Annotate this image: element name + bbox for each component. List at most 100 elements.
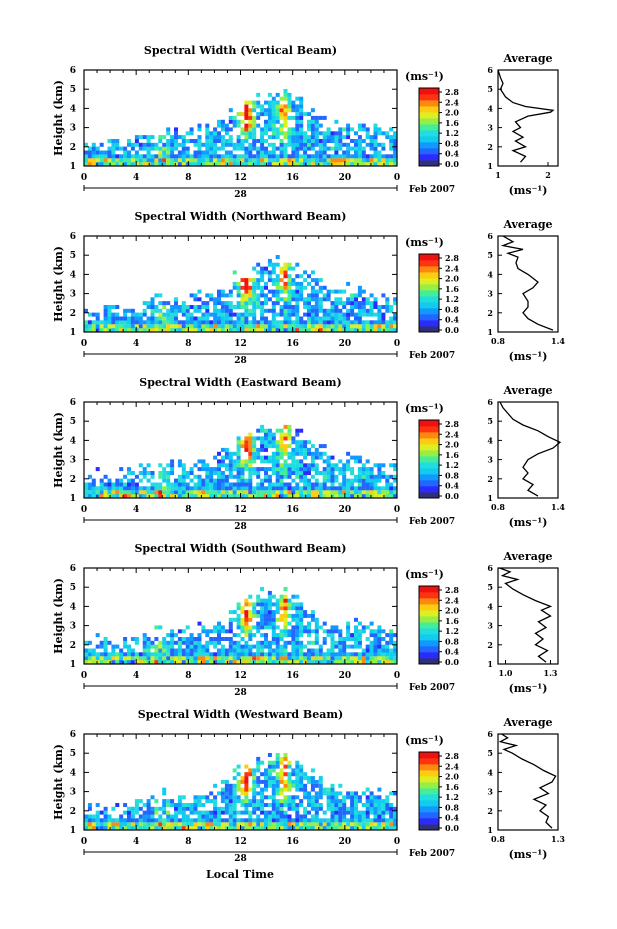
heatmap-cell: [166, 312, 171, 317]
heatmap-cell: [146, 478, 151, 483]
heatmap-cell: [346, 135, 351, 140]
heatmap-cell: [330, 799, 335, 804]
heatmap-cell: [338, 471, 343, 475]
heatmap-cell: [91, 312, 96, 317]
heatmap-cell: [244, 305, 249, 309]
heatmap-cell: [256, 112, 261, 117]
heatmap-cell: [267, 783, 272, 788]
heatmap-cell: [256, 301, 261, 306]
colorbar-swatch: [419, 640, 439, 647]
heatmap-cell: [177, 818, 182, 823]
heatmap-cell: [279, 467, 284, 472]
heatmap-cell: [260, 142, 265, 147]
heatmap-cell: [220, 328, 225, 332]
colorbar-swatch: [419, 492, 439, 499]
heatmap-cell: [338, 652, 343, 657]
heatmap-cell: [307, 328, 311, 332]
heatmap-cell: [393, 818, 398, 823]
heatmap-cell: [334, 652, 339, 657]
heatmap-cell: [314, 621, 319, 626]
heatmap-cell: [134, 826, 139, 830]
heatmap-cell: [240, 467, 245, 472]
heatmap-cell: [314, 494, 319, 498]
heatmap-cell: [220, 301, 225, 306]
colorbar-tick-label: 2.4: [445, 429, 459, 439]
heatmap-cell: [318, 115, 323, 120]
y-tick-label: 3: [70, 290, 76, 300]
colorbar-swatch: [419, 320, 439, 327]
heatmap-cell: [357, 486, 362, 491]
heatmap-cell: [95, 652, 100, 657]
heatmap-cell: [330, 783, 335, 788]
heatmap-cell: [373, 822, 378, 827]
heatmap-cell: [107, 150, 112, 155]
heatmap-cell: [236, 293, 241, 298]
heatmap-cell: [193, 308, 198, 313]
heatmap-cell: [354, 791, 358, 796]
heatmap-cell: [354, 131, 358, 136]
heatmap-cell: [330, 660, 335, 664]
heatmap-cell: [232, 806, 237, 811]
heatmap-cell: [283, 324, 288, 329]
heatmap-cell: [271, 301, 276, 306]
heatmap-cell: [209, 154, 214, 159]
heatmap-cell: [299, 617, 304, 622]
y-tick-label: 1: [70, 162, 76, 172]
heatmap-cell: [393, 324, 398, 329]
heatmap-cell: [224, 293, 229, 298]
heatmap-cell: [303, 776, 308, 781]
heatmap-cell: [166, 316, 171, 321]
heatmap-cell: [307, 135, 311, 140]
heatmap-cell: [310, 474, 315, 479]
heatmap-cell: [205, 154, 210, 159]
heatmap-cell: [142, 656, 147, 661]
heatmap-cell: [287, 104, 292, 109]
heatmap-cell: [291, 297, 296, 302]
heatmap-cell: [170, 640, 175, 645]
heatmap-cell: [166, 490, 171, 495]
heatmap-cell: [369, 640, 374, 645]
heatmap-cell: [307, 791, 311, 796]
heatmap-cell: [244, 660, 249, 664]
heatmap-cell: [283, 621, 288, 626]
heatmap-cell: [346, 154, 351, 159]
heatmap-cell: [275, 104, 280, 109]
heatmap-cell: [150, 146, 155, 151]
heatmap-cell: [158, 806, 163, 811]
heatmap-cell: [84, 308, 88, 313]
colorbar-swatch: [419, 752, 439, 759]
heatmap-cell: [87, 328, 92, 332]
heatmap-cell: [310, 494, 315, 498]
heatmap-cell: [244, 644, 249, 649]
heatmap-cell: [87, 312, 92, 317]
heatmap-cell: [354, 142, 358, 147]
heatmap-cell: [307, 490, 311, 495]
average-y-tick-label: 5: [487, 416, 493, 426]
heatmap-cell: [130, 486, 135, 491]
heatmap-cell: [287, 278, 292, 283]
heatmap-cell: [318, 648, 323, 653]
heatmap-cell: [310, 278, 315, 283]
heatmap-cell: [381, 660, 386, 664]
heatmap-cell: [209, 490, 214, 495]
heatmap-cell: [338, 818, 343, 823]
heatmap-cell: [123, 818, 128, 823]
heatmap-cell: [111, 158, 116, 163]
heatmap-cell: [307, 486, 311, 491]
heatmap-cell: [314, 490, 319, 495]
heatmap-cell: [330, 482, 335, 487]
heatmap-cell: [162, 142, 167, 147]
heatmap-cell: [107, 494, 112, 498]
heatmap-cell: [342, 652, 347, 657]
heatmap-cell: [170, 162, 175, 166]
heatmap-cell: [275, 753, 280, 757]
heatmap-cell: [244, 818, 249, 823]
heatmap-cell: [213, 150, 218, 155]
heatmap-cell: [314, 810, 319, 815]
heatmap-cell: [236, 494, 241, 498]
heatmap-cell: [291, 320, 296, 325]
heatmap-cell: [236, 486, 241, 491]
heatmap-cell: [260, 494, 265, 498]
heatmap-cell: [346, 328, 351, 332]
